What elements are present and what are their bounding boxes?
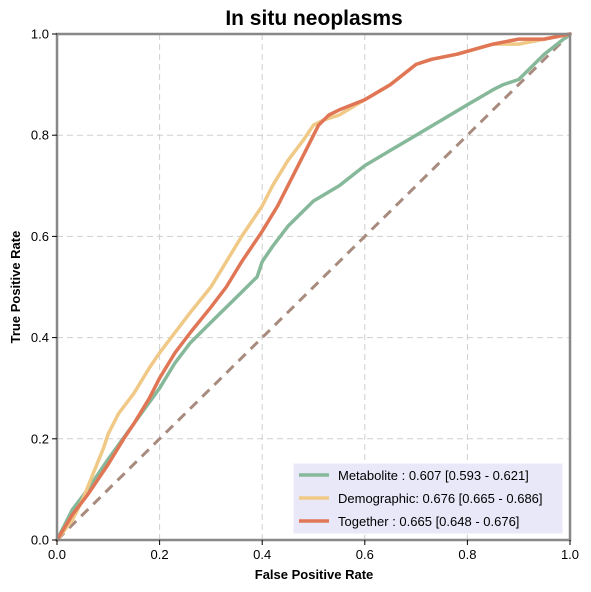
x-tick-label-1: 0.2 [151,547,169,562]
plot-frame [55,32,572,542]
y-tick-label-4: 0.8 [31,128,49,143]
y-tick-label-2: 0.4 [31,330,49,345]
y-tick-label-3: 0.6 [31,229,49,244]
legend-label-demographic: Demographic: 0.676 [0.665 - 0.686] [338,491,543,506]
x-tick-label-3: 0.6 [356,547,374,562]
y-tick-label-1: 0.2 [31,431,49,446]
legend-label-metabolite: Metabolite : 0.607 [0.593 - 0.621] [338,468,529,483]
legend-box [292,462,564,535]
chance-line-group [55,32,572,542]
y-axis-label: True Positive Rate [8,231,23,344]
x-tick-label-4: 0.8 [458,547,476,562]
x-axis-label: False Positive Rate [255,567,374,582]
x-tick-label-5: 1.0 [561,547,579,562]
legend: Metabolite : 0.607 [0.593 - 0.621] Demogr… [292,462,564,535]
series-line-metabolite [55,32,572,542]
axis-ticks: 0.0 0.2 0.4 0.6 0.8 1.0 0.0 0.2 0.4 0.6 0.8 1.0 [31,27,579,563]
series-lines [55,32,572,542]
x-tick-label-2: 0.4 [253,547,271,562]
chance-line [55,32,572,542]
series-line-together [55,32,572,542]
y-tick-label-0: 0.0 [31,533,49,548]
chart-title: In situ neoplasms [225,7,402,30]
legend-label-together: Together : 0.665 [0.648 - 0.676] [338,514,519,529]
grid-lines [57,34,570,540]
x-tick-label-0: 0.0 [48,547,66,562]
y-tick-label-5: 1.0 [31,27,49,42]
